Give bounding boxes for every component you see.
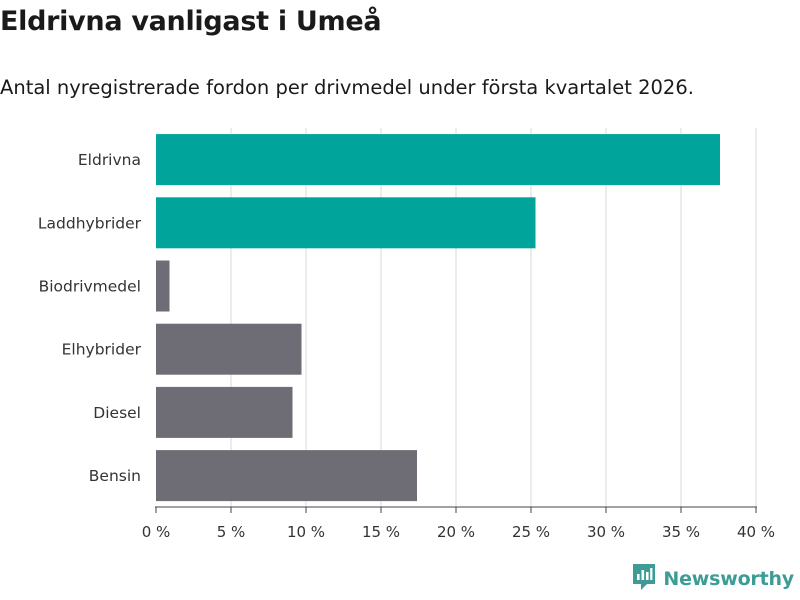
chart-title: Eldrivna vanligast i Umeå <box>0 6 382 37</box>
x-axis: 0 % 5 % 10 % 15 % 20 % 25 % 30 % 35 % 40 % <box>142 506 775 541</box>
x-tick-label: 0 % <box>142 523 171 541</box>
x-tick-label: 25 % <box>512 523 550 541</box>
newsworthy-brand: Newsworthy <box>631 562 794 596</box>
category-label: Bensin <box>89 467 141 485</box>
category-labels: Eldrivna Laddhybrider Biodrivmedel Elhybrid… <box>38 151 142 485</box>
newsworthy-logo-icon <box>631 562 657 596</box>
bar-elhybrider <box>156 323 302 375</box>
category-label: Diesel <box>93 404 141 422</box>
category-label: Laddhybrider <box>38 214 142 232</box>
x-tick-label: 20 % <box>437 523 475 541</box>
bar-diesel <box>156 386 293 438</box>
bar-laddhybrider <box>156 197 536 249</box>
category-label: Eldrivna <box>78 151 141 169</box>
bar-bensin <box>156 450 417 502</box>
bars <box>156 134 720 502</box>
bar-eldrivna <box>156 134 720 186</box>
brand-name: Newsworthy <box>663 568 794 590</box>
x-tick-label: 10 % <box>287 523 325 541</box>
bar-biodrivmedel <box>156 260 170 312</box>
x-tick-label: 15 % <box>362 523 400 541</box>
category-label: Elhybrider <box>62 341 142 359</box>
x-tick-label: 5 % <box>217 523 246 541</box>
gridlines <box>230 128 757 507</box>
x-tick-label: 35 % <box>662 523 700 541</box>
x-tick-label: 30 % <box>587 523 625 541</box>
chart-subtitle: Antal nyregistrerade fordon per drivmede… <box>0 76 694 99</box>
category-label: Biodrivmedel <box>39 278 141 296</box>
x-tick-label: 40 % <box>737 523 775 541</box>
